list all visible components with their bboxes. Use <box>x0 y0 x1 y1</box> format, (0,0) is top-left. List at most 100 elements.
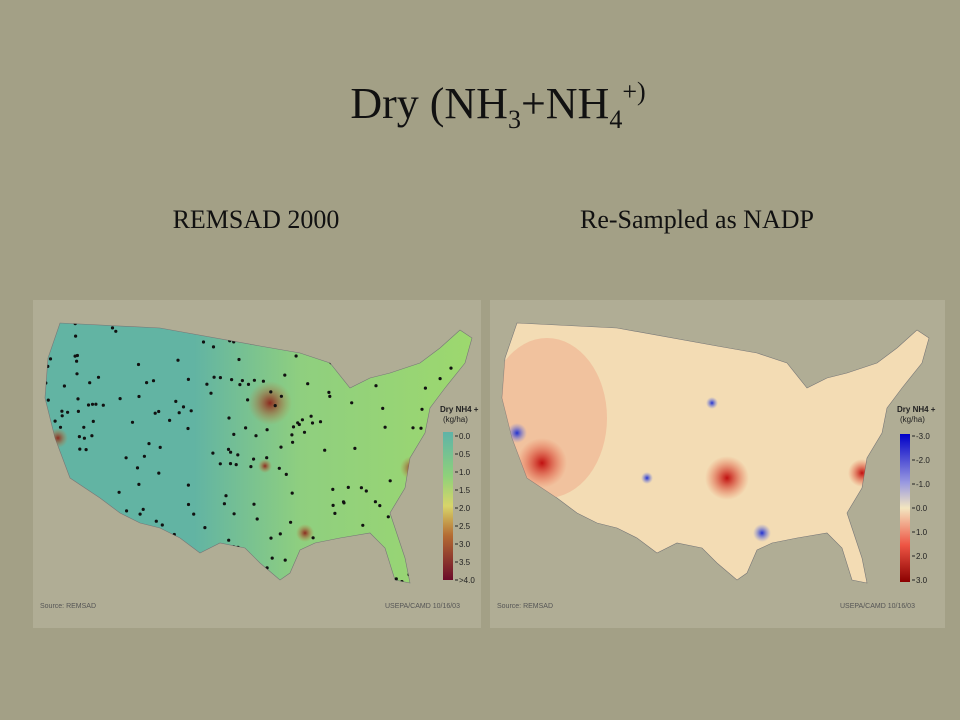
site-dot <box>117 490 121 494</box>
legend-label: 0.0 <box>916 504 928 513</box>
site-dot <box>273 404 277 408</box>
site-dot <box>186 377 190 381</box>
site-dot <box>90 402 95 406</box>
legend-unit: (kg/ha) <box>443 415 468 424</box>
site-dot <box>157 409 161 414</box>
title: Dry (NH3+NH4+) <box>350 77 645 134</box>
colorbar <box>900 434 910 582</box>
legend-label: 3.0 <box>459 540 471 549</box>
credit: USEPA/CAMD 10/16/03 <box>840 603 915 610</box>
site-dot <box>86 403 91 407</box>
legend-label: 2.0 <box>459 504 471 513</box>
site-dot <box>269 536 273 540</box>
site-dot <box>145 381 149 385</box>
site-dot <box>211 451 215 455</box>
site-dot <box>236 453 240 457</box>
site-dot <box>331 487 335 491</box>
site-dot <box>252 378 256 382</box>
site-dot <box>290 433 294 437</box>
legend-title: Dry NH4 + <box>440 405 479 414</box>
site-dot <box>449 366 453 370</box>
legend: Dry NH4 + (kg/ha) 0.0 0.5 1.0 1.5 2.0 2.5 3.0 3… <box>440 405 479 585</box>
site-dot <box>309 414 313 418</box>
site-dot <box>333 511 337 515</box>
site-dot <box>252 502 256 506</box>
site-dot <box>218 376 222 380</box>
site-dot <box>135 466 140 470</box>
site-dot <box>331 503 335 507</box>
title-sub: 3 <box>508 105 521 134</box>
site-dot <box>291 425 296 429</box>
legend-label: 1.0 <box>916 528 928 537</box>
site-dot <box>73 354 77 358</box>
site-dot <box>283 373 287 377</box>
site-dot <box>378 504 382 508</box>
site-dot <box>160 523 164 527</box>
site-dot <box>158 445 162 449</box>
site-dot <box>238 383 242 387</box>
site-dot <box>114 329 118 333</box>
site-dot <box>252 457 256 461</box>
site-dot <box>291 440 295 444</box>
site-dot <box>423 386 427 390</box>
site-dot <box>125 509 129 513</box>
legend-label: 2.0 <box>916 552 928 561</box>
site-dot <box>270 556 274 560</box>
site-dot <box>201 340 206 344</box>
site-dot <box>341 500 346 504</box>
site-dot <box>346 485 350 489</box>
site-dot <box>232 512 236 516</box>
site-dot <box>203 526 207 530</box>
site-dot <box>361 523 365 527</box>
site-dot <box>279 445 283 449</box>
site-dot <box>381 406 385 410</box>
title-part: +NH <box>521 79 609 128</box>
site-dot <box>353 446 357 450</box>
site-dot <box>240 379 244 383</box>
legend-label: 0.5 <box>459 450 471 459</box>
site-dot <box>151 379 156 383</box>
site-dot <box>246 382 251 386</box>
title-part: Dry (NH <box>350 79 508 128</box>
site-dot <box>205 382 209 386</box>
site-dot <box>77 435 81 439</box>
site-dot <box>255 517 259 521</box>
legend-label: 0.0 <box>459 432 471 441</box>
site-dot <box>60 409 64 413</box>
site-dot <box>88 381 92 385</box>
site-dot <box>310 421 315 425</box>
site-dot <box>388 479 392 483</box>
site-dot <box>76 409 80 413</box>
site-dot <box>279 394 283 398</box>
site-dot <box>186 426 190 431</box>
site-dot <box>90 434 94 438</box>
site-dot <box>277 466 281 470</box>
site-dot <box>374 384 378 388</box>
legend-label: -3.0 <box>916 432 930 441</box>
title-sub: 4 <box>609 105 622 134</box>
site-dot <box>76 397 80 401</box>
site-dot <box>137 482 141 486</box>
site-dot <box>249 465 253 469</box>
source: Source: REMSAD <box>497 603 553 610</box>
site-dot <box>101 403 105 407</box>
colorbar <box>443 432 453 580</box>
site-dot <box>176 358 180 362</box>
site-dot <box>211 345 216 349</box>
site-dot <box>269 390 273 394</box>
legend-unit: (kg/ha) <box>900 415 925 424</box>
site-dot <box>130 420 135 424</box>
site-dot <box>189 409 193 413</box>
legend-label: >4.0 <box>459 576 475 585</box>
panel-subtitle: REMSAD 2000 <box>173 205 340 234</box>
site-dot <box>137 394 141 399</box>
site-dot <box>237 357 241 362</box>
site-dot <box>227 416 231 420</box>
site-dot <box>153 411 157 415</box>
site-dot <box>66 410 70 414</box>
site-dot <box>168 418 172 422</box>
site-dot <box>246 398 250 402</box>
site-dot <box>82 436 86 440</box>
site-dot <box>232 432 236 436</box>
